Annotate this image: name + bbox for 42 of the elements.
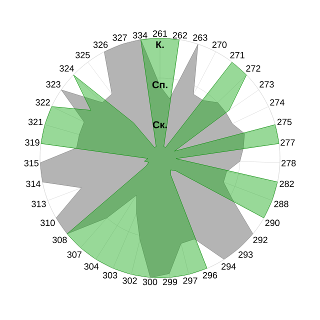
spoke-label: 304 (84, 263, 99, 270)
spoke-label: 262 (172, 32, 187, 38)
spoke-label: 302 (122, 277, 137, 284)
spoke-label: 303 (102, 272, 118, 278)
spoke-label: 263 (193, 34, 208, 41)
spoke-label: 321 (28, 118, 43, 126)
spoke-label: 296 (202, 272, 218, 278)
spoke-label: 319 (25, 139, 40, 146)
spoke-label: 307 (67, 251, 82, 258)
y-tick-label: К. (156, 41, 164, 48)
spoke-label: 310 (40, 220, 55, 226)
spoke-label: 282 (280, 180, 294, 188)
spoke-label: 325 (76, 52, 90, 58)
spoke-label: 334 (132, 32, 148, 38)
spoke-label: 288 (274, 200, 288, 208)
spoke-label: 271 (230, 52, 244, 58)
spoke-label: 292 (253, 236, 268, 244)
spoke-label: 261 (152, 30, 168, 37)
spoke-label: 300 (142, 278, 158, 286)
spoke-label: 277 (280, 139, 295, 146)
spoke-label: 270 (212, 42, 227, 48)
spoke-label: 294 (222, 263, 236, 270)
spoke-label: 322 (36, 99, 50, 106)
spoke-label: 274 (270, 99, 284, 106)
spoke-label: 275 (277, 118, 292, 126)
spoke-label: 308 (52, 236, 67, 244)
spoke-label: 273 (260, 81, 274, 88)
spoke-label: 323 (46, 81, 60, 88)
spoke-label: 290 (265, 220, 280, 226)
spoke-label: 324 (60, 65, 74, 72)
spoke-label: 327 (112, 34, 127, 41)
y-tick-label: Ск. (152, 121, 167, 128)
spoke-label: 314 (26, 180, 40, 188)
spoke-label: 299 (162, 278, 178, 286)
spoke-label: 293 (238, 251, 253, 258)
y-tick-label: Сп. (152, 81, 168, 88)
spoke-label: 315 (24, 160, 39, 166)
spoke-label: 272 (246, 65, 260, 72)
spoke-label: 313 (32, 200, 46, 208)
spoke-label: 326 (93, 42, 108, 48)
spoke-label: 278 (282, 160, 296, 166)
spoke-label: 297 (183, 277, 198, 284)
